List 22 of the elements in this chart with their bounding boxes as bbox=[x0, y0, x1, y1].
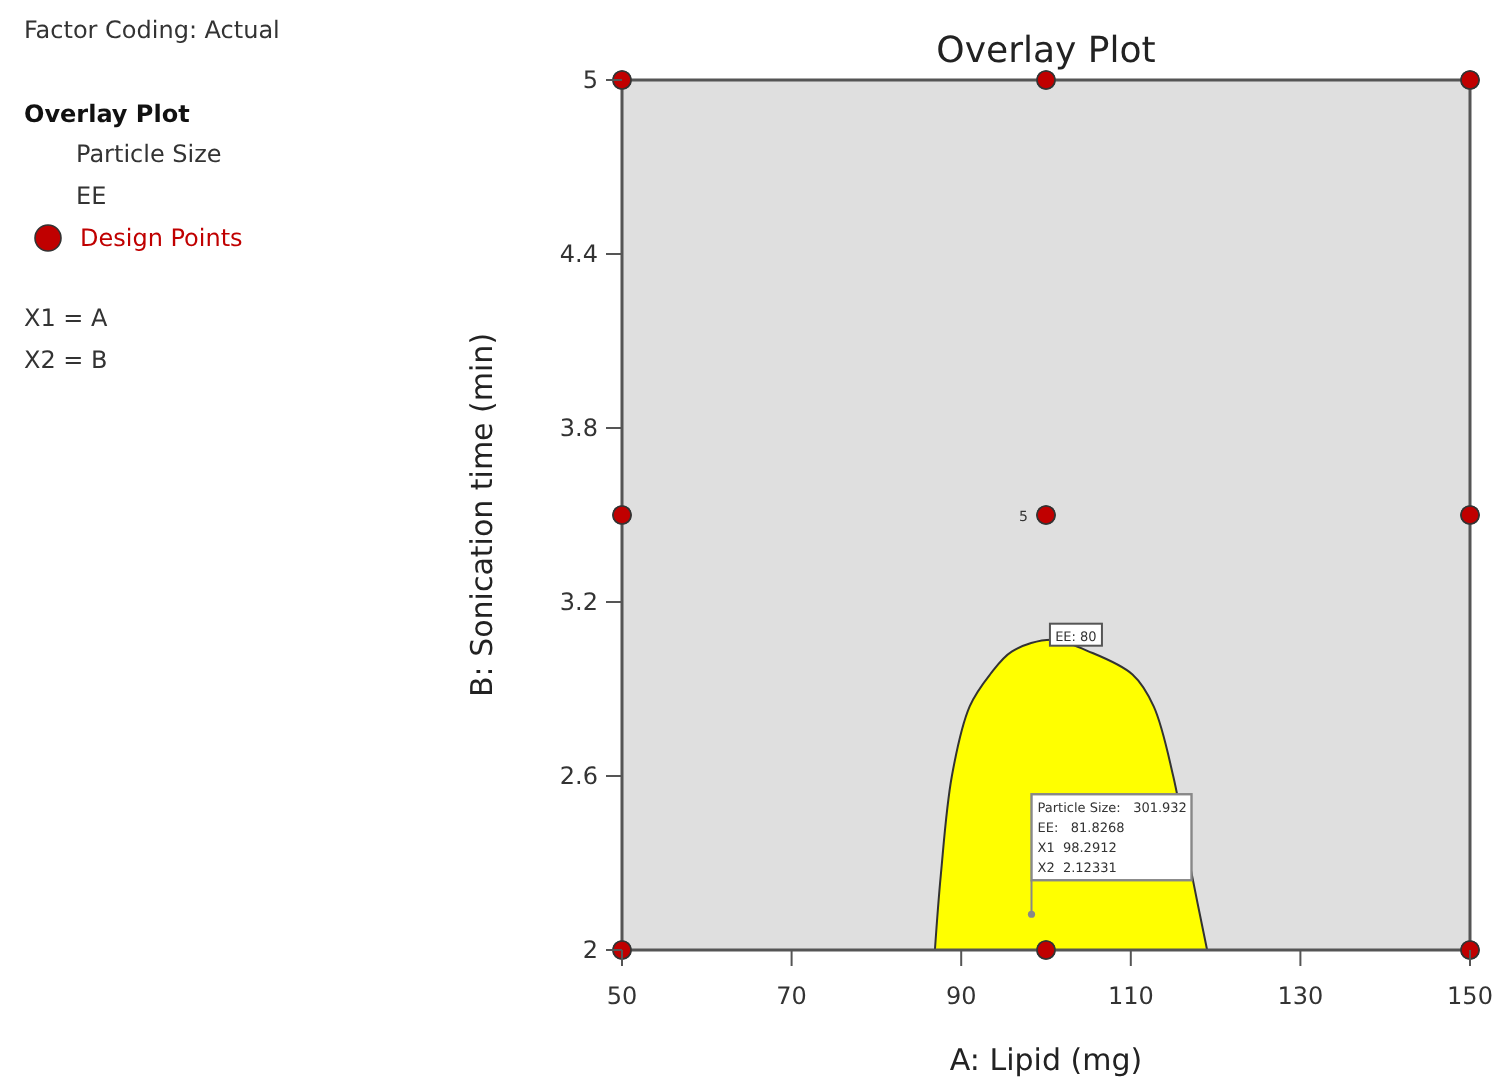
y-tick-label: 4.4 bbox=[559, 240, 598, 268]
legend-label: Design Points bbox=[80, 224, 243, 252]
x-tick-label: 70 bbox=[776, 982, 807, 1010]
text: X2 = B bbox=[24, 346, 108, 374]
x-axis-title: A: Lipid (mg) bbox=[949, 1042, 1143, 1078]
y-tick-label: 3.2 bbox=[559, 588, 598, 616]
y-axis-title: B: Sonication time (min) bbox=[464, 332, 500, 698]
y-tick-label: 3.8 bbox=[559, 414, 598, 442]
legend-title: Overlay Plot bbox=[24, 100, 191, 128]
text: X1 = A bbox=[24, 304, 110, 332]
text: EE bbox=[76, 182, 107, 210]
x-tick-label: 90 bbox=[945, 982, 977, 1010]
y-tick-label: 2 bbox=[582, 936, 598, 964]
text: Factor Coding: Actual bbox=[24, 16, 280, 44]
text: Particle Size bbox=[76, 140, 222, 168]
y-tick-label: 2.6 bbox=[559, 762, 598, 790]
x-tick-label: 50 bbox=[606, 982, 638, 1010]
chart-title: Overlay Plot bbox=[936, 30, 1156, 72]
y-tick-label: 5 bbox=[582, 66, 598, 94]
x-tick-label: 130 bbox=[1277, 982, 1324, 1010]
x-tick-label: 110 bbox=[1107, 982, 1154, 1010]
x-tick-label: 150 bbox=[1447, 982, 1493, 1010]
